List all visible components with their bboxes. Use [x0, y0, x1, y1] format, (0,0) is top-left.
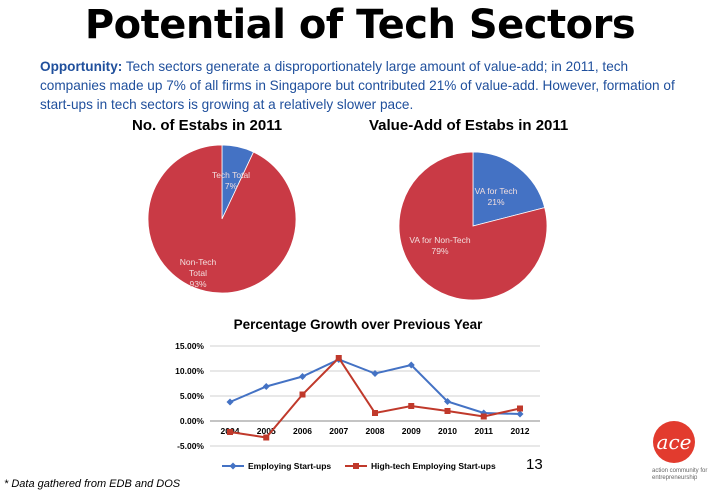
legend-label-1: High-tech Employing Start-ups — [371, 461, 496, 471]
y-tick-label: 5.00% — [180, 391, 205, 401]
series-1-point — [335, 355, 342, 361]
series-0-point — [371, 370, 379, 377]
series-1-point — [299, 391, 306, 398]
y-tick-label: -5.00% — [177, 441, 204, 451]
ace-logo: ace — [653, 421, 695, 463]
series-0-point — [444, 398, 451, 405]
series-1-point — [227, 429, 233, 435]
pie2-slice-label-0: VA for Tech 21% — [475, 186, 518, 207]
x-tick-label: 2012 — [511, 426, 530, 436]
pie1-slice-label-1: Non-Tech Total 93% — [180, 257, 217, 289]
x-tick-label: 2010 — [438, 426, 457, 436]
x-tick-label: 2009 — [402, 426, 421, 436]
pie2-slice-0 — [472, 151, 546, 227]
series-0-point — [516, 410, 524, 418]
y-tick-label: 0.00% — [180, 416, 205, 426]
pie1-title: No. of Estabs in 2011 — [132, 117, 283, 134]
x-tick-label: 2011 — [475, 426, 494, 436]
pie1-slice-label-0: Tech Total 7% — [212, 170, 250, 191]
intro-label: Opportunity: — [40, 59, 123, 74]
series-0-point — [262, 383, 270, 390]
pie2-title: Value-Add of Estabs in 2011 — [369, 117, 569, 134]
legend-marker-0 — [229, 462, 237, 470]
series-1-point — [408, 403, 415, 409]
intro-paragraph: Opportunity: Tech sectors generate a dis… — [40, 57, 692, 114]
series-line-0 — [229, 358, 521, 415]
y-tick-label: 15.00% — [175, 341, 204, 351]
ace-logo-text: ace — [657, 430, 692, 454]
ace-logo-circle — [653, 421, 695, 463]
pie-chart-value-add: VA for Tech 21% VA for Non-Tech 79% — [398, 151, 548, 301]
slide-title: Potential of Tech Sectors — [84, 2, 636, 48]
intro-text: Tech sectors generate a disproportionate… — [40, 59, 675, 112]
pie2-slice-label-1: VA for Non-Tech 79% — [409, 235, 471, 256]
pie1-slice-1 — [147, 144, 297, 294]
series-1-point — [480, 413, 487, 420]
legend-label-0: Employing Start-ups — [248, 461, 331, 471]
legend-marker-1 — [353, 463, 359, 469]
x-tick-label: 2008 — [366, 426, 385, 436]
line-chart-title: Percentage Growth over Previous Year — [234, 317, 484, 332]
line-chart-growth: Percentage Growth over Previous Year 15.0… — [175, 317, 540, 471]
y-tick-label: 10.00% — [175, 366, 204, 376]
pie2-slice-1 — [398, 151, 548, 301]
page-number: 13 — [526, 456, 543, 473]
series-0-point — [226, 398, 234, 406]
x-tick-label: 2005 — [257, 426, 276, 436]
ace-logo-tagline: action community for entrepreneurship — [652, 468, 708, 481]
series-1-point — [263, 434, 270, 441]
series-1-point — [372, 410, 378, 416]
series-0-point — [407, 361, 415, 369]
pie-chart-estabs: Tech Total 7% Non-Tech Total 93% — [147, 144, 297, 294]
x-tick-label: 2006 — [293, 426, 312, 436]
series-1-point — [517, 405, 523, 412]
series-0-point — [299, 373, 306, 380]
series-1-point — [444, 408, 451, 414]
x-tick-label: 2007 — [329, 426, 348, 436]
source-note: * Data gathered from EDB and DOS — [4, 478, 181, 490]
